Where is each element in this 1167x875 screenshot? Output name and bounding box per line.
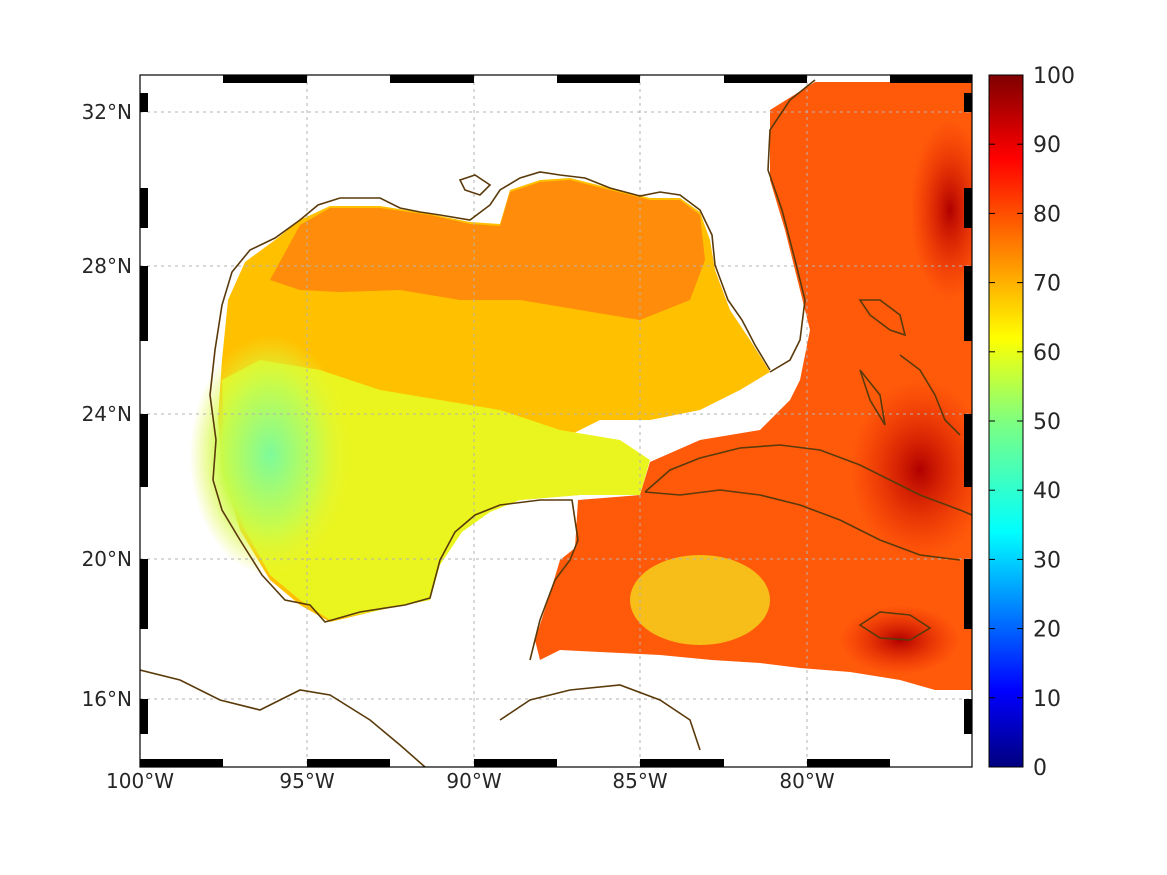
bahamas-andros xyxy=(859,369,886,426)
lon-tick-label: 90°W xyxy=(446,769,501,793)
lon-tick-label: 85°W xyxy=(612,769,667,793)
colorbar-tick-label: 30 xyxy=(1033,548,1061,573)
frame-right xyxy=(964,93,972,734)
frame-top xyxy=(223,75,972,83)
lon-tick-label: 95°W xyxy=(279,769,334,793)
colorbar-ticks: 0 10 20 30 40 50 60 70 80 90 100 xyxy=(989,64,1075,781)
mississippi-delta xyxy=(458,174,492,196)
bahamas-chain xyxy=(899,354,961,436)
lat-tick-label: 20°N xyxy=(82,547,132,571)
colorbar-tick-label: 100 xyxy=(1033,64,1075,89)
colorbar-tick-label: 60 xyxy=(1033,341,1061,366)
atlantic-field xyxy=(535,82,972,690)
lat-tick-labels: 16°N 20°N 24°N 28°N 32°N xyxy=(82,100,132,711)
lat-tick-label: 24°N xyxy=(82,402,132,426)
lat-tick-label: 32°N xyxy=(82,100,132,124)
frame-bottom xyxy=(140,759,890,767)
us-gulf-coast xyxy=(209,171,771,481)
bahamas-hot-spot xyxy=(850,380,972,560)
colorbar-tick-label: 80 xyxy=(1033,202,1061,227)
honduras-coast xyxy=(499,684,701,751)
colorbar: 0 10 20 30 40 50 60 70 80 90 100 xyxy=(988,64,1075,781)
graticule xyxy=(140,75,972,767)
caribbean-yellow-patch xyxy=(630,555,770,645)
central-america-coast xyxy=(140,669,426,767)
map-frame xyxy=(139,74,973,768)
lon-tick-label: 80°W xyxy=(779,769,834,793)
colorbar-tick-label: 50 xyxy=(1033,410,1061,435)
frame-left xyxy=(140,93,148,734)
map-plot-area xyxy=(140,75,972,767)
colorbar-tick-label: 90 xyxy=(1033,133,1061,158)
bahamas-abaco xyxy=(858,299,907,337)
colorbar-tick-label: 40 xyxy=(1033,479,1061,504)
atlantic-hot-spot xyxy=(910,120,972,300)
colorbar-tick-label: 20 xyxy=(1033,618,1061,643)
cuba-coast xyxy=(644,444,972,561)
lat-tick-label: 16°N xyxy=(82,687,132,711)
hispaniola-coast xyxy=(858,611,932,641)
western-gulf-patch xyxy=(190,335,350,575)
lon-tick-label: 100°W xyxy=(106,769,174,793)
mexico-east-coast xyxy=(212,479,579,661)
lat-tick-label: 28°N xyxy=(82,254,132,278)
colorbar-tick-label: 10 xyxy=(1033,687,1061,712)
florida-east-coast xyxy=(767,79,816,373)
coastlines xyxy=(140,79,972,767)
gulf-northern-band xyxy=(270,180,705,320)
colorbar-tick-label: 0 xyxy=(1033,756,1047,781)
lon-tick-labels: 100°W 95°W 90°W 85°W 80°W xyxy=(106,769,835,793)
colorbar-tick-label: 70 xyxy=(1033,272,1061,297)
